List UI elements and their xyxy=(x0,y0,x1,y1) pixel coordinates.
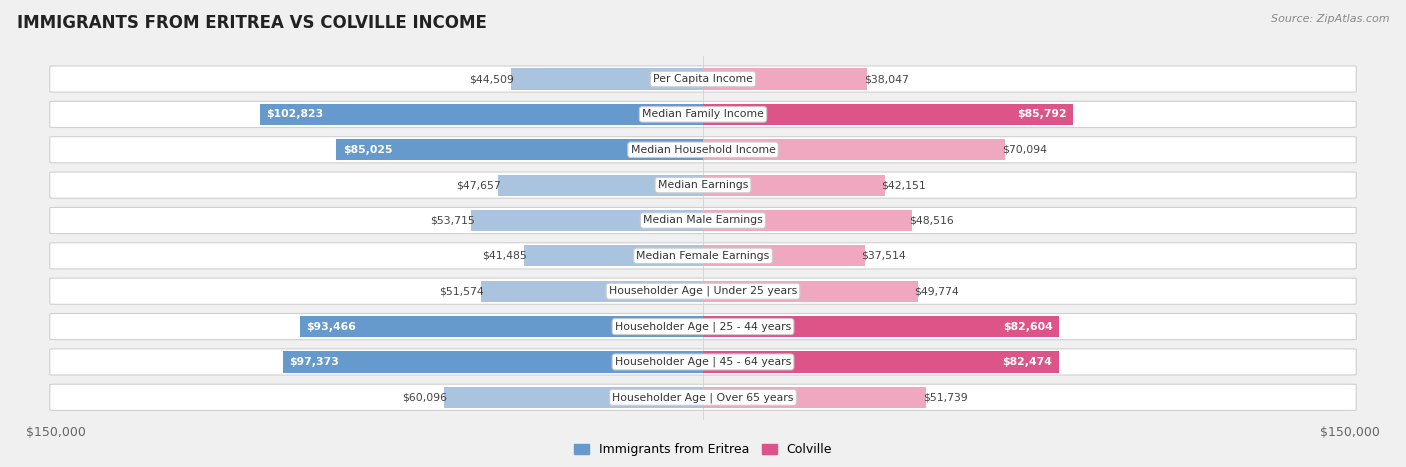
Text: IMMIGRANTS FROM ERITREA VS COLVILLE INCOME: IMMIGRANTS FROM ERITREA VS COLVILLE INCO… xyxy=(17,14,486,32)
Bar xyxy=(498,175,703,196)
Bar xyxy=(703,139,1005,160)
Bar xyxy=(703,245,865,267)
FancyBboxPatch shape xyxy=(49,207,1357,234)
Text: $51,739: $51,739 xyxy=(922,392,967,402)
Bar xyxy=(283,351,703,373)
Bar xyxy=(703,316,1059,337)
Text: $97,373: $97,373 xyxy=(290,357,339,367)
Text: $85,792: $85,792 xyxy=(1017,109,1066,120)
Text: $47,657: $47,657 xyxy=(456,180,501,190)
FancyBboxPatch shape xyxy=(49,313,1357,340)
Bar xyxy=(703,69,868,90)
Text: $70,094: $70,094 xyxy=(1002,145,1047,155)
FancyBboxPatch shape xyxy=(49,66,1357,92)
FancyBboxPatch shape xyxy=(49,349,1357,375)
Text: Householder Age | 25 - 44 years: Householder Age | 25 - 44 years xyxy=(614,321,792,332)
Bar xyxy=(703,104,1073,125)
Text: Median Female Earnings: Median Female Earnings xyxy=(637,251,769,261)
Text: Householder Age | Under 25 years: Householder Age | Under 25 years xyxy=(609,286,797,297)
Bar xyxy=(703,387,927,408)
Bar xyxy=(703,210,912,231)
Text: $42,151: $42,151 xyxy=(882,180,927,190)
Bar xyxy=(703,175,884,196)
FancyBboxPatch shape xyxy=(49,278,1357,304)
Text: $93,466: $93,466 xyxy=(307,322,356,332)
Text: Median Household Income: Median Household Income xyxy=(630,145,776,155)
FancyBboxPatch shape xyxy=(49,384,1357,410)
Text: Median Earnings: Median Earnings xyxy=(658,180,748,190)
Text: $102,823: $102,823 xyxy=(266,109,323,120)
Bar xyxy=(471,210,703,231)
Text: Per Capita Income: Per Capita Income xyxy=(652,74,754,84)
Text: Median Male Earnings: Median Male Earnings xyxy=(643,215,763,226)
Bar xyxy=(336,139,703,160)
Text: Householder Age | 45 - 64 years: Householder Age | 45 - 64 years xyxy=(614,357,792,367)
Text: $48,516: $48,516 xyxy=(908,215,953,226)
Bar xyxy=(444,387,703,408)
Bar xyxy=(299,316,703,337)
Text: $41,485: $41,485 xyxy=(482,251,527,261)
Text: $44,509: $44,509 xyxy=(470,74,515,84)
FancyBboxPatch shape xyxy=(49,172,1357,198)
FancyBboxPatch shape xyxy=(49,243,1357,269)
Text: $82,474: $82,474 xyxy=(1002,357,1052,367)
Bar xyxy=(703,281,918,302)
Text: $37,514: $37,514 xyxy=(862,251,907,261)
Bar xyxy=(703,351,1059,373)
Bar xyxy=(524,245,703,267)
Bar xyxy=(260,104,703,125)
Bar xyxy=(512,69,703,90)
Text: $82,604: $82,604 xyxy=(1002,322,1053,332)
Legend: Immigrants from Eritrea, Colville: Immigrants from Eritrea, Colville xyxy=(569,439,837,461)
Bar xyxy=(481,281,703,302)
Text: Source: ZipAtlas.com: Source: ZipAtlas.com xyxy=(1271,14,1389,24)
Text: Householder Age | Over 65 years: Householder Age | Over 65 years xyxy=(612,392,794,403)
Text: Median Family Income: Median Family Income xyxy=(643,109,763,120)
Text: $60,096: $60,096 xyxy=(402,392,447,402)
Text: $85,025: $85,025 xyxy=(343,145,392,155)
Text: $49,774: $49,774 xyxy=(914,286,959,296)
FancyBboxPatch shape xyxy=(49,101,1357,127)
Text: $53,715: $53,715 xyxy=(430,215,475,226)
Text: $51,574: $51,574 xyxy=(439,286,484,296)
FancyBboxPatch shape xyxy=(49,137,1357,163)
Text: $38,047: $38,047 xyxy=(863,74,908,84)
